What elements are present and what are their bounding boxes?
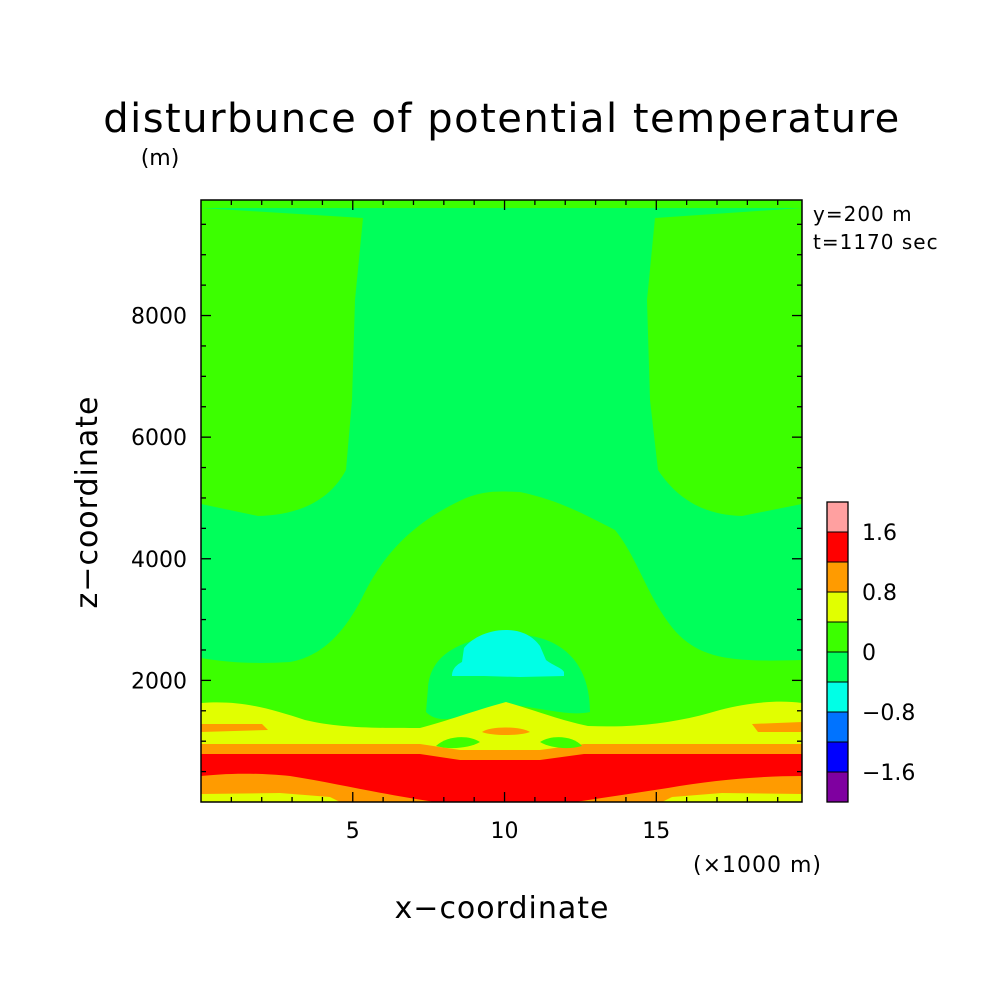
chart-title: disturbunce of potential temperature (103, 96, 901, 142)
annotation-y-position: y=200 m (813, 202, 913, 226)
colorbar-label: −1.6 (862, 761, 915, 786)
y-axis: 2000 4000 6000 8000 (131, 223, 802, 773)
contour-region-warm-0p4-bottom (201, 793, 340, 802)
colorbar-swatch (827, 742, 848, 772)
x-axis-label: x−coordinate (395, 891, 610, 926)
contour-region-warm-0p8-strip-left (201, 724, 268, 732)
colorbar-swatch (827, 772, 848, 802)
y-tick-label: 6000 (131, 426, 187, 451)
annotation-time: t=1170 sec (813, 230, 939, 254)
colorbar-swatch (827, 532, 848, 562)
colorbar-swatch (827, 592, 848, 622)
colorbar-swatch (827, 622, 848, 652)
colorbar-swatch (827, 652, 848, 682)
contour-region-zero-upper (201, 208, 802, 663)
contour-region-warm-0p8-strip-right (752, 722, 802, 732)
contour-region-warm-0p8-center (482, 727, 530, 735)
colorbar-label: 0.8 (862, 581, 897, 606)
contour-region-cold-core (452, 630, 564, 677)
colorbar-label: 1.6 (862, 521, 897, 546)
x-tick-label: 10 (491, 819, 519, 844)
plot-frame (200, 199, 803, 803)
colorbar-swatch (827, 682, 848, 712)
colorbar-swatch (827, 712, 848, 742)
y-tick-label: 8000 (131, 305, 187, 330)
y-axis-unit: (m) (141, 146, 180, 171)
contour-region-zero-islet-left (436, 737, 480, 749)
colorbar-label: −0.8 (862, 701, 915, 726)
x-axis: 5 10 15 (230, 200, 779, 844)
contour-region-zero-islet-right (540, 737, 582, 749)
y-axis-label: z−coordinate (70, 396, 105, 609)
colorbar-swatch (827, 502, 848, 532)
colorbar-label: 0 (862, 641, 876, 666)
y-tick-label: 4000 (131, 548, 187, 573)
plot-area (201, 200, 802, 802)
x-tick-label: 15 (642, 819, 670, 844)
x-axis-unit: (×1000 m) (693, 853, 822, 878)
contour-region-warm-core (201, 754, 802, 802)
colorbar-swatch (827, 562, 848, 592)
colorbar: −1.6 −0.8 0 0.8 1.6 (826, 501, 915, 803)
y-tick-label: 2000 (131, 669, 187, 694)
x-tick-label: 5 (346, 819, 360, 844)
contour-region-warm-0p4-bottom-right (662, 793, 802, 802)
